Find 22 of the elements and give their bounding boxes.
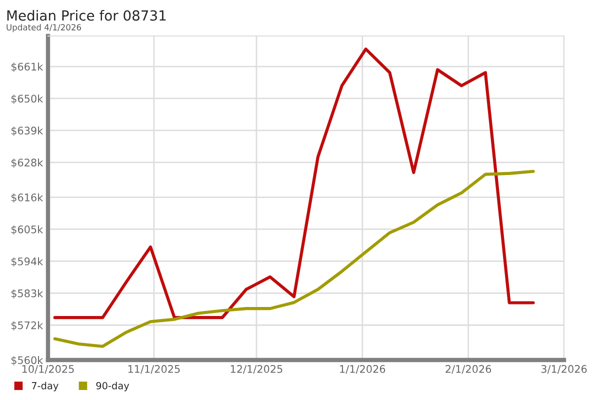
x-tick-label: 11/1/2025 bbox=[128, 365, 180, 374]
legend-label: 90-day bbox=[96, 382, 130, 392]
y-tick-label: $560k bbox=[11, 356, 44, 366]
y-tick-label: $661k bbox=[11, 62, 44, 72]
x-tick-label: 12/1/2025 bbox=[230, 365, 282, 374]
line-series bbox=[53, 48, 535, 320]
y-tick-label: $594k bbox=[11, 257, 44, 267]
line-series bbox=[53, 170, 535, 348]
x-tick-label: 10/1/2025 bbox=[22, 365, 74, 374]
y-tick-label: $639k bbox=[11, 126, 44, 136]
y-tick-label: $605k bbox=[11, 225, 44, 235]
x-tick-label: 1/1/2026 bbox=[340, 365, 386, 374]
legend-label: 7-day bbox=[32, 382, 58, 392]
y-tick-label: $628k bbox=[11, 158, 44, 168]
y-tick-label: $616k bbox=[11, 193, 44, 203]
chart-subtitle: Updated 4/1/2026 bbox=[6, 24, 82, 32]
x-tick-label: 3/1/2026 bbox=[541, 365, 587, 374]
chart-title: Median Price for 08731 bbox=[7, 10, 166, 21]
y-tick-label: $583k bbox=[11, 289, 44, 299]
y-tick-label: $650k bbox=[11, 94, 44, 104]
y-tick-label: $572k bbox=[11, 321, 44, 331]
x-tick-label: 2/1/2026 bbox=[446, 365, 492, 374]
